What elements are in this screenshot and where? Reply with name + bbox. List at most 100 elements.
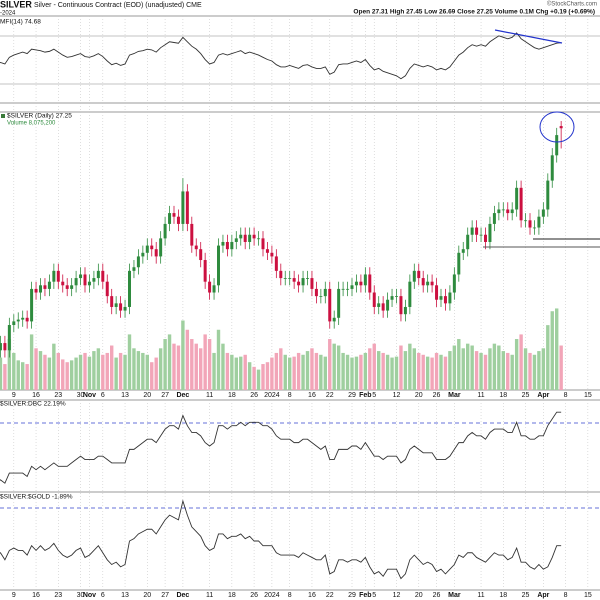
volume-bar: [359, 354, 363, 390]
quote: Open 27.31 High 27.45 Low 26.69 Close 27…: [353, 9, 595, 16]
candle-body: [16, 319, 20, 322]
candle-body: [301, 278, 305, 286]
volume-bar: [443, 356, 448, 390]
x-tick-label: 23: [54, 592, 62, 599]
candle-body: [399, 296, 403, 315]
candle-body: [190, 223, 194, 246]
volume-bar: [96, 348, 101, 390]
candle-body: [230, 241, 234, 250]
candle-body: [461, 249, 465, 253]
volume-bar: [270, 357, 274, 390]
candle-body: [43, 285, 47, 289]
candle-body: [550, 155, 554, 181]
volume-bar: [292, 356, 296, 390]
volume-bar: [110, 345, 114, 390]
x-tick-label: 2024: [264, 392, 280, 399]
x-tick-label: 2024: [264, 592, 280, 599]
x-tick-label: 29: [348, 392, 356, 399]
volume-bar: [523, 348, 528, 390]
indicator-label: $SILVER:$GOLD -1.89%: [0, 494, 73, 501]
x-tick-label: 11: [477, 392, 484, 399]
volume-bar: [194, 343, 198, 390]
x-tick-label: Mar: [448, 392, 461, 399]
candle-body: [537, 216, 541, 228]
volume-bar: [510, 354, 514, 390]
x-tick-label: 15: [584, 592, 592, 599]
candle-body: [350, 285, 354, 289]
volume-bar: [105, 352, 109, 390]
candle-body: [417, 270, 421, 279]
volume-bar: [25, 364, 29, 390]
volume-bar: [385, 354, 390, 390]
x-tick-label: Nov: [83, 592, 96, 599]
x-tick-label: 8: [564, 592, 568, 599]
candle-body: [452, 274, 456, 293]
legend-icon: [1, 114, 5, 118]
candle-body: [559, 126, 563, 129]
candle-body: [61, 281, 65, 286]
x-tick-label: 18: [499, 392, 507, 399]
volume-bar: [296, 352, 301, 390]
volume-bar: [69, 360, 74, 390]
candle-body: [457, 252, 461, 275]
x-tick-label: Apr: [537, 592, 549, 599]
candle-body: [105, 281, 109, 297]
volume-bar: [492, 343, 497, 390]
candle-body: [181, 191, 185, 224]
volume-bar: [34, 348, 38, 390]
x-tick-label: Feb: [359, 392, 371, 399]
volume-bar: [559, 345, 563, 390]
candle-body: [332, 317, 336, 322]
x-tick-label: Apr: [537, 392, 549, 399]
volume-bar: [65, 362, 69, 390]
volume-bar: [0, 357, 3, 390]
candle-body: [270, 252, 274, 257]
candle-body: [328, 288, 332, 322]
candle-body: [7, 325, 11, 351]
candle-body: [221, 241, 225, 246]
volume-bar: [74, 357, 78, 390]
volume-bar: [221, 343, 225, 390]
candle-body: [70, 285, 74, 289]
candle-body: [217, 245, 220, 286]
candle-body: [3, 343, 7, 351]
volume-bar: [141, 352, 145, 390]
candle-body: [172, 213, 176, 217]
volume-bar: [550, 311, 554, 390]
volume-bar: [87, 356, 92, 390]
volume-bar: [3, 364, 7, 390]
candle-body: [359, 281, 363, 286]
x-tick-label: 30: [77, 392, 85, 399]
x-tick-label: 26: [433, 592, 441, 599]
candle-body: [555, 135, 559, 156]
highlight-circle: [539, 111, 575, 143]
candle-body: [430, 281, 434, 286]
volume-bar: [176, 345, 181, 390]
candle-body: [506, 209, 510, 214]
volume-bar: [452, 345, 457, 390]
volume-bar: [43, 354, 47, 390]
volume-bar: [252, 366, 256, 390]
candle-body: [390, 296, 394, 300]
x-tick-label: 8: [288, 392, 292, 399]
x-tick-label: 23: [54, 392, 62, 399]
x-tick-label: 20: [415, 392, 423, 399]
candle-body: [403, 306, 407, 315]
volume-bar: [310, 348, 314, 390]
volume-bar: [305, 351, 310, 390]
indicator-line: [0, 411, 562, 484]
candle-body: [292, 278, 296, 282]
volume-bar: [207, 339, 212, 390]
volume-bar: [78, 354, 83, 390]
candle-body: [381, 303, 385, 311]
volume-bar: [403, 351, 408, 390]
candle-body: [65, 285, 69, 289]
candle-body: [114, 303, 118, 307]
volume-bar: [372, 343, 376, 390]
volume-bar: [261, 364, 265, 390]
candle-body: [239, 234, 243, 239]
volume-bar: [288, 357, 292, 390]
candle-body: [492, 213, 496, 224]
x-tick-label: 11: [206, 592, 213, 599]
